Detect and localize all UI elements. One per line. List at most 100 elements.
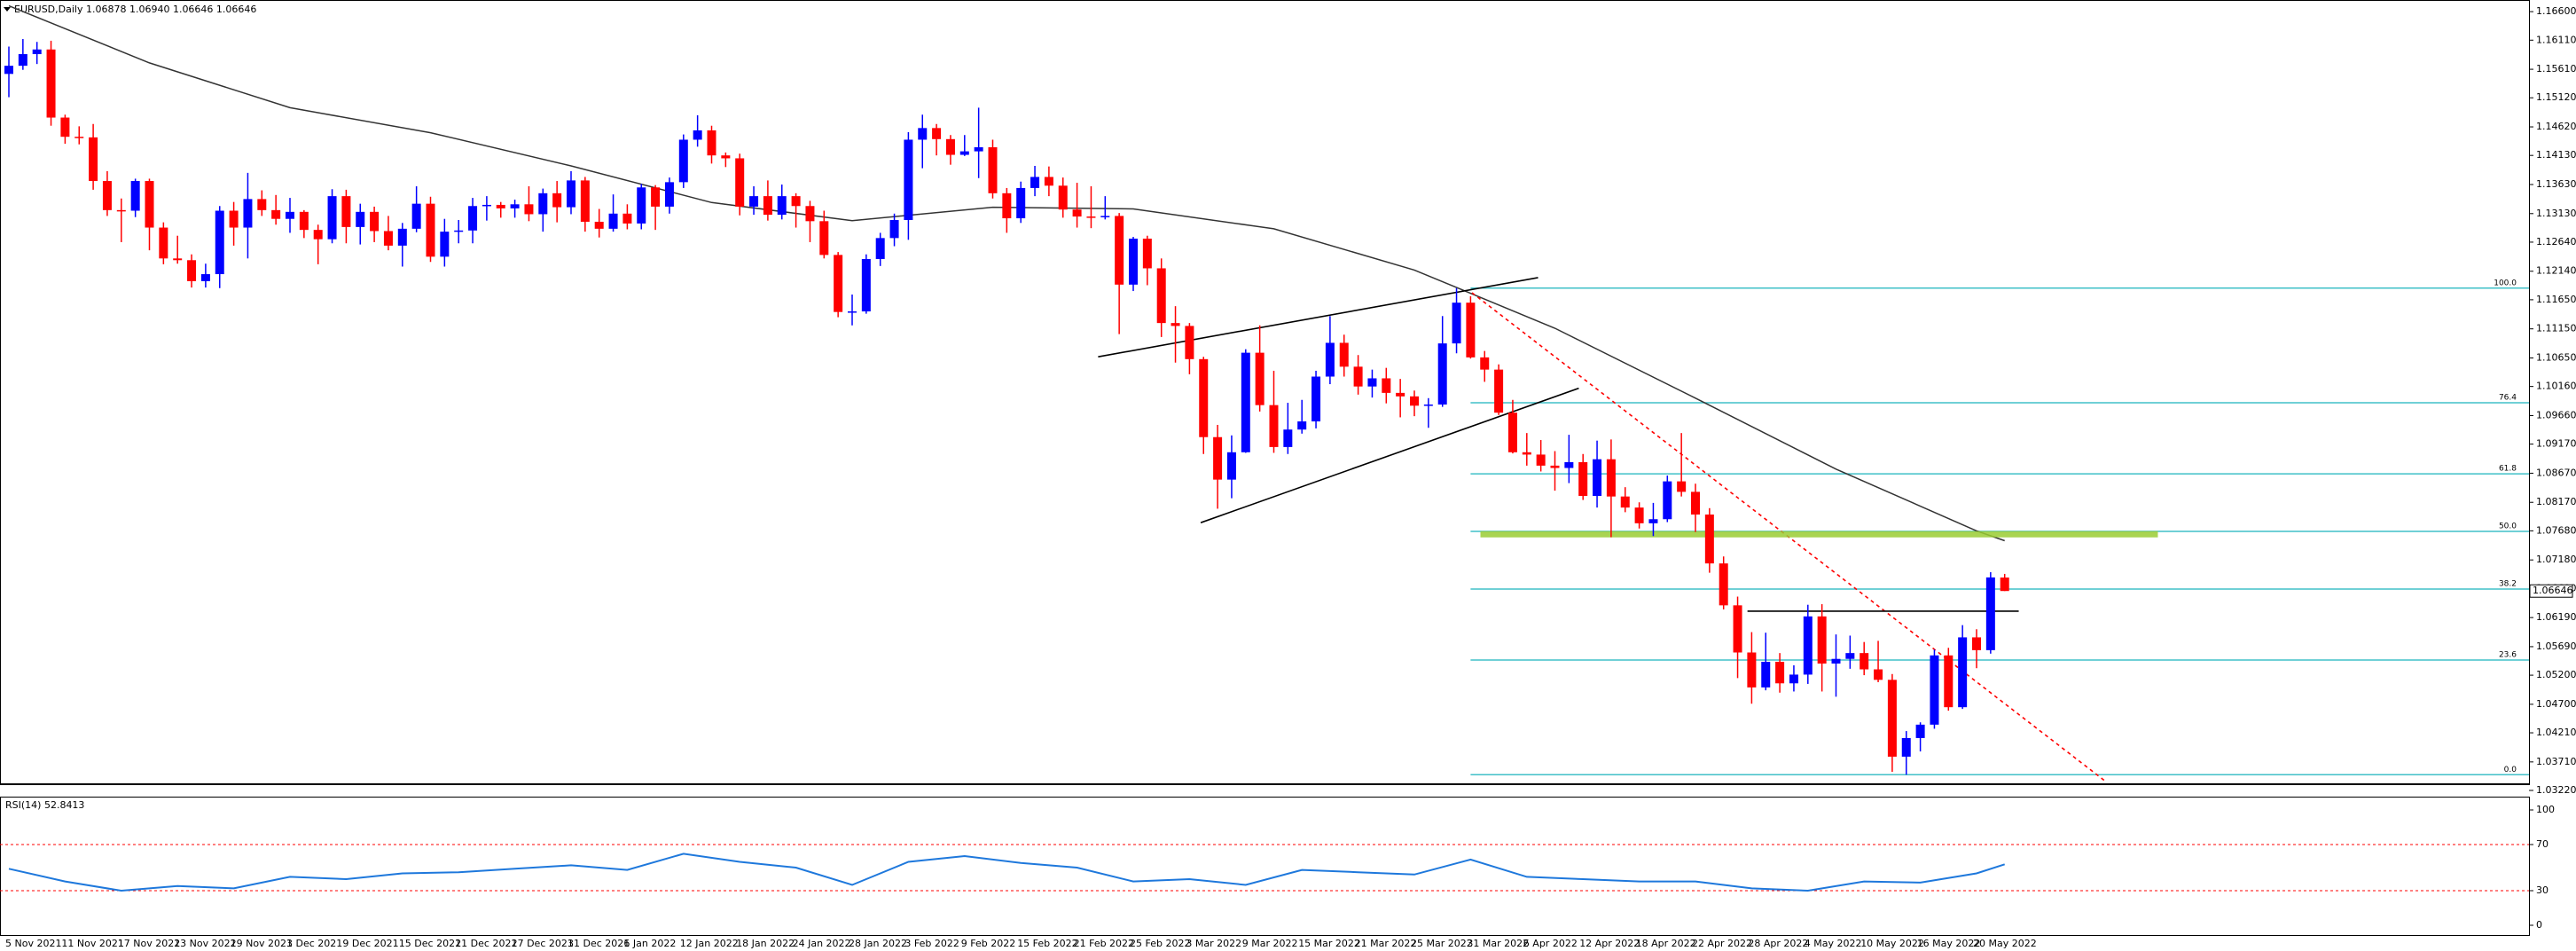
y-tick-label: 1.15120	[2536, 91, 2576, 103]
candle-body	[678, 139, 688, 183]
candle-body	[1213, 436, 1223, 480]
candle-body	[848, 311, 857, 313]
candle-body	[1044, 177, 1053, 186]
price-pane	[0, 0, 2530, 785]
candle-body	[945, 138, 955, 155]
x-tick-label: 20 May 2022	[1973, 938, 2037, 949]
candle-body	[1958, 637, 1968, 708]
candle-body	[1915, 724, 1925, 738]
candle-body	[1466, 303, 1476, 358]
y-tick-label: 0	[2536, 919, 2542, 931]
candle-body	[763, 196, 772, 216]
candle-body	[1494, 369, 1504, 413]
candle-body	[889, 220, 899, 239]
y-tick-label: 1.09170	[2536, 438, 2576, 450]
candle-body	[74, 137, 84, 138]
candle-body	[32, 49, 42, 55]
candle-body	[60, 117, 70, 138]
y-tick-label: 1.09660	[2536, 409, 2576, 420]
candle-body	[159, 227, 168, 259]
x-tick-label: 3 Dec 2021	[286, 938, 342, 949]
candle-body	[1789, 674, 1798, 684]
candle-body	[735, 158, 745, 207]
price-tag	[2529, 584, 2573, 598]
fib-label: 0.0	[2504, 766, 2517, 774]
candle-body	[1353, 366, 1363, 387]
y-tick-label: 1.14130	[2536, 149, 2576, 161]
x-tick-label: 11 Nov 2021	[61, 938, 123, 949]
candle-body	[904, 139, 913, 221]
candle-body	[1171, 323, 1180, 326]
y-tick-label: 1.13630	[2536, 178, 2576, 190]
candle-body	[1156, 268, 1166, 324]
candle-body	[1831, 658, 1841, 664]
candle-body	[1522, 452, 1531, 455]
candle-body	[1663, 481, 1672, 520]
candle-body	[1985, 577, 1995, 650]
candle-body	[580, 180, 590, 222]
candle-body	[1620, 496, 1630, 508]
candle-body	[1437, 343, 1447, 405]
candle-body	[1747, 652, 1757, 688]
candle-body	[1634, 507, 1644, 523]
candle-body	[187, 260, 197, 281]
x-tick-label: 23 Nov 2021	[174, 938, 236, 949]
candle-body	[1817, 616, 1827, 664]
candle-body	[341, 196, 351, 227]
candle-body	[440, 232, 450, 257]
x-tick-label: 25 Feb 2022	[1130, 938, 1190, 949]
candle-body	[370, 211, 380, 232]
candle-body	[1677, 481, 1687, 492]
x-tick-label: 3 Feb 2022	[904, 938, 959, 949]
y-tick-label: 1.05200	[2536, 669, 2576, 680]
candle-body	[1002, 193, 1012, 219]
y-tick-label: 1.07180	[2536, 554, 2576, 565]
candle-body	[426, 203, 435, 257]
candle-body	[1423, 404, 1433, 406]
candle-body	[875, 238, 885, 259]
candle-body	[608, 213, 618, 229]
y-tick-label: 1.15610	[2536, 63, 2576, 75]
candle-body	[1030, 177, 1040, 188]
candle-body	[18, 54, 27, 67]
candle-body	[777, 196, 787, 216]
candle-body	[1845, 653, 1855, 659]
candle-body	[805, 206, 815, 222]
candle-body	[1452, 303, 1461, 344]
candle-body	[524, 204, 534, 215]
candle-body	[1930, 655, 1939, 725]
x-tick-label: 31 Mar 2022	[1467, 938, 1529, 949]
candle-body	[411, 203, 421, 229]
candle-body	[510, 204, 520, 208]
candle-body	[1593, 459, 1602, 497]
candle-body	[215, 210, 224, 275]
candle-body	[1803, 616, 1813, 675]
candle-body	[1550, 465, 1560, 468]
x-tick-label: 21 Dec 2021	[455, 938, 517, 949]
x-tick-label: 18 Jan 2022	[736, 938, 795, 949]
candle-body	[1564, 461, 1574, 468]
candle-body	[286, 211, 294, 219]
candle-body	[1691, 491, 1700, 515]
x-tick-label: 6 Jan 2022	[623, 938, 676, 949]
x-tick-label: 17 Nov 2021	[118, 938, 180, 949]
x-tick-label: 21 Feb 2022	[1074, 938, 1134, 949]
candle-body	[1241, 352, 1250, 452]
price-tag-label: 1.06646	[2533, 585, 2573, 596]
y-tick-label: 1.05690	[2536, 641, 2576, 652]
candle-body	[1578, 461, 1588, 497]
x-tick-label: 29 Nov 2021	[231, 938, 293, 949]
candle-body	[46, 49, 56, 118]
candle-body	[1199, 358, 1209, 437]
fib-label: 61.8	[2499, 465, 2517, 474]
candle-body	[1072, 209, 1082, 217]
x-tick-label: 18 Apr 2022	[1636, 938, 1696, 949]
candle-body	[89, 137, 98, 182]
x-tick-label: 15 Feb 2022	[1017, 938, 1077, 949]
candle-body	[1185, 326, 1194, 359]
fib-label: 100.0	[2494, 279, 2517, 287]
candle-body	[1100, 216, 1110, 217]
candle-body	[974, 146, 983, 152]
candle-body	[1648, 519, 1658, 523]
